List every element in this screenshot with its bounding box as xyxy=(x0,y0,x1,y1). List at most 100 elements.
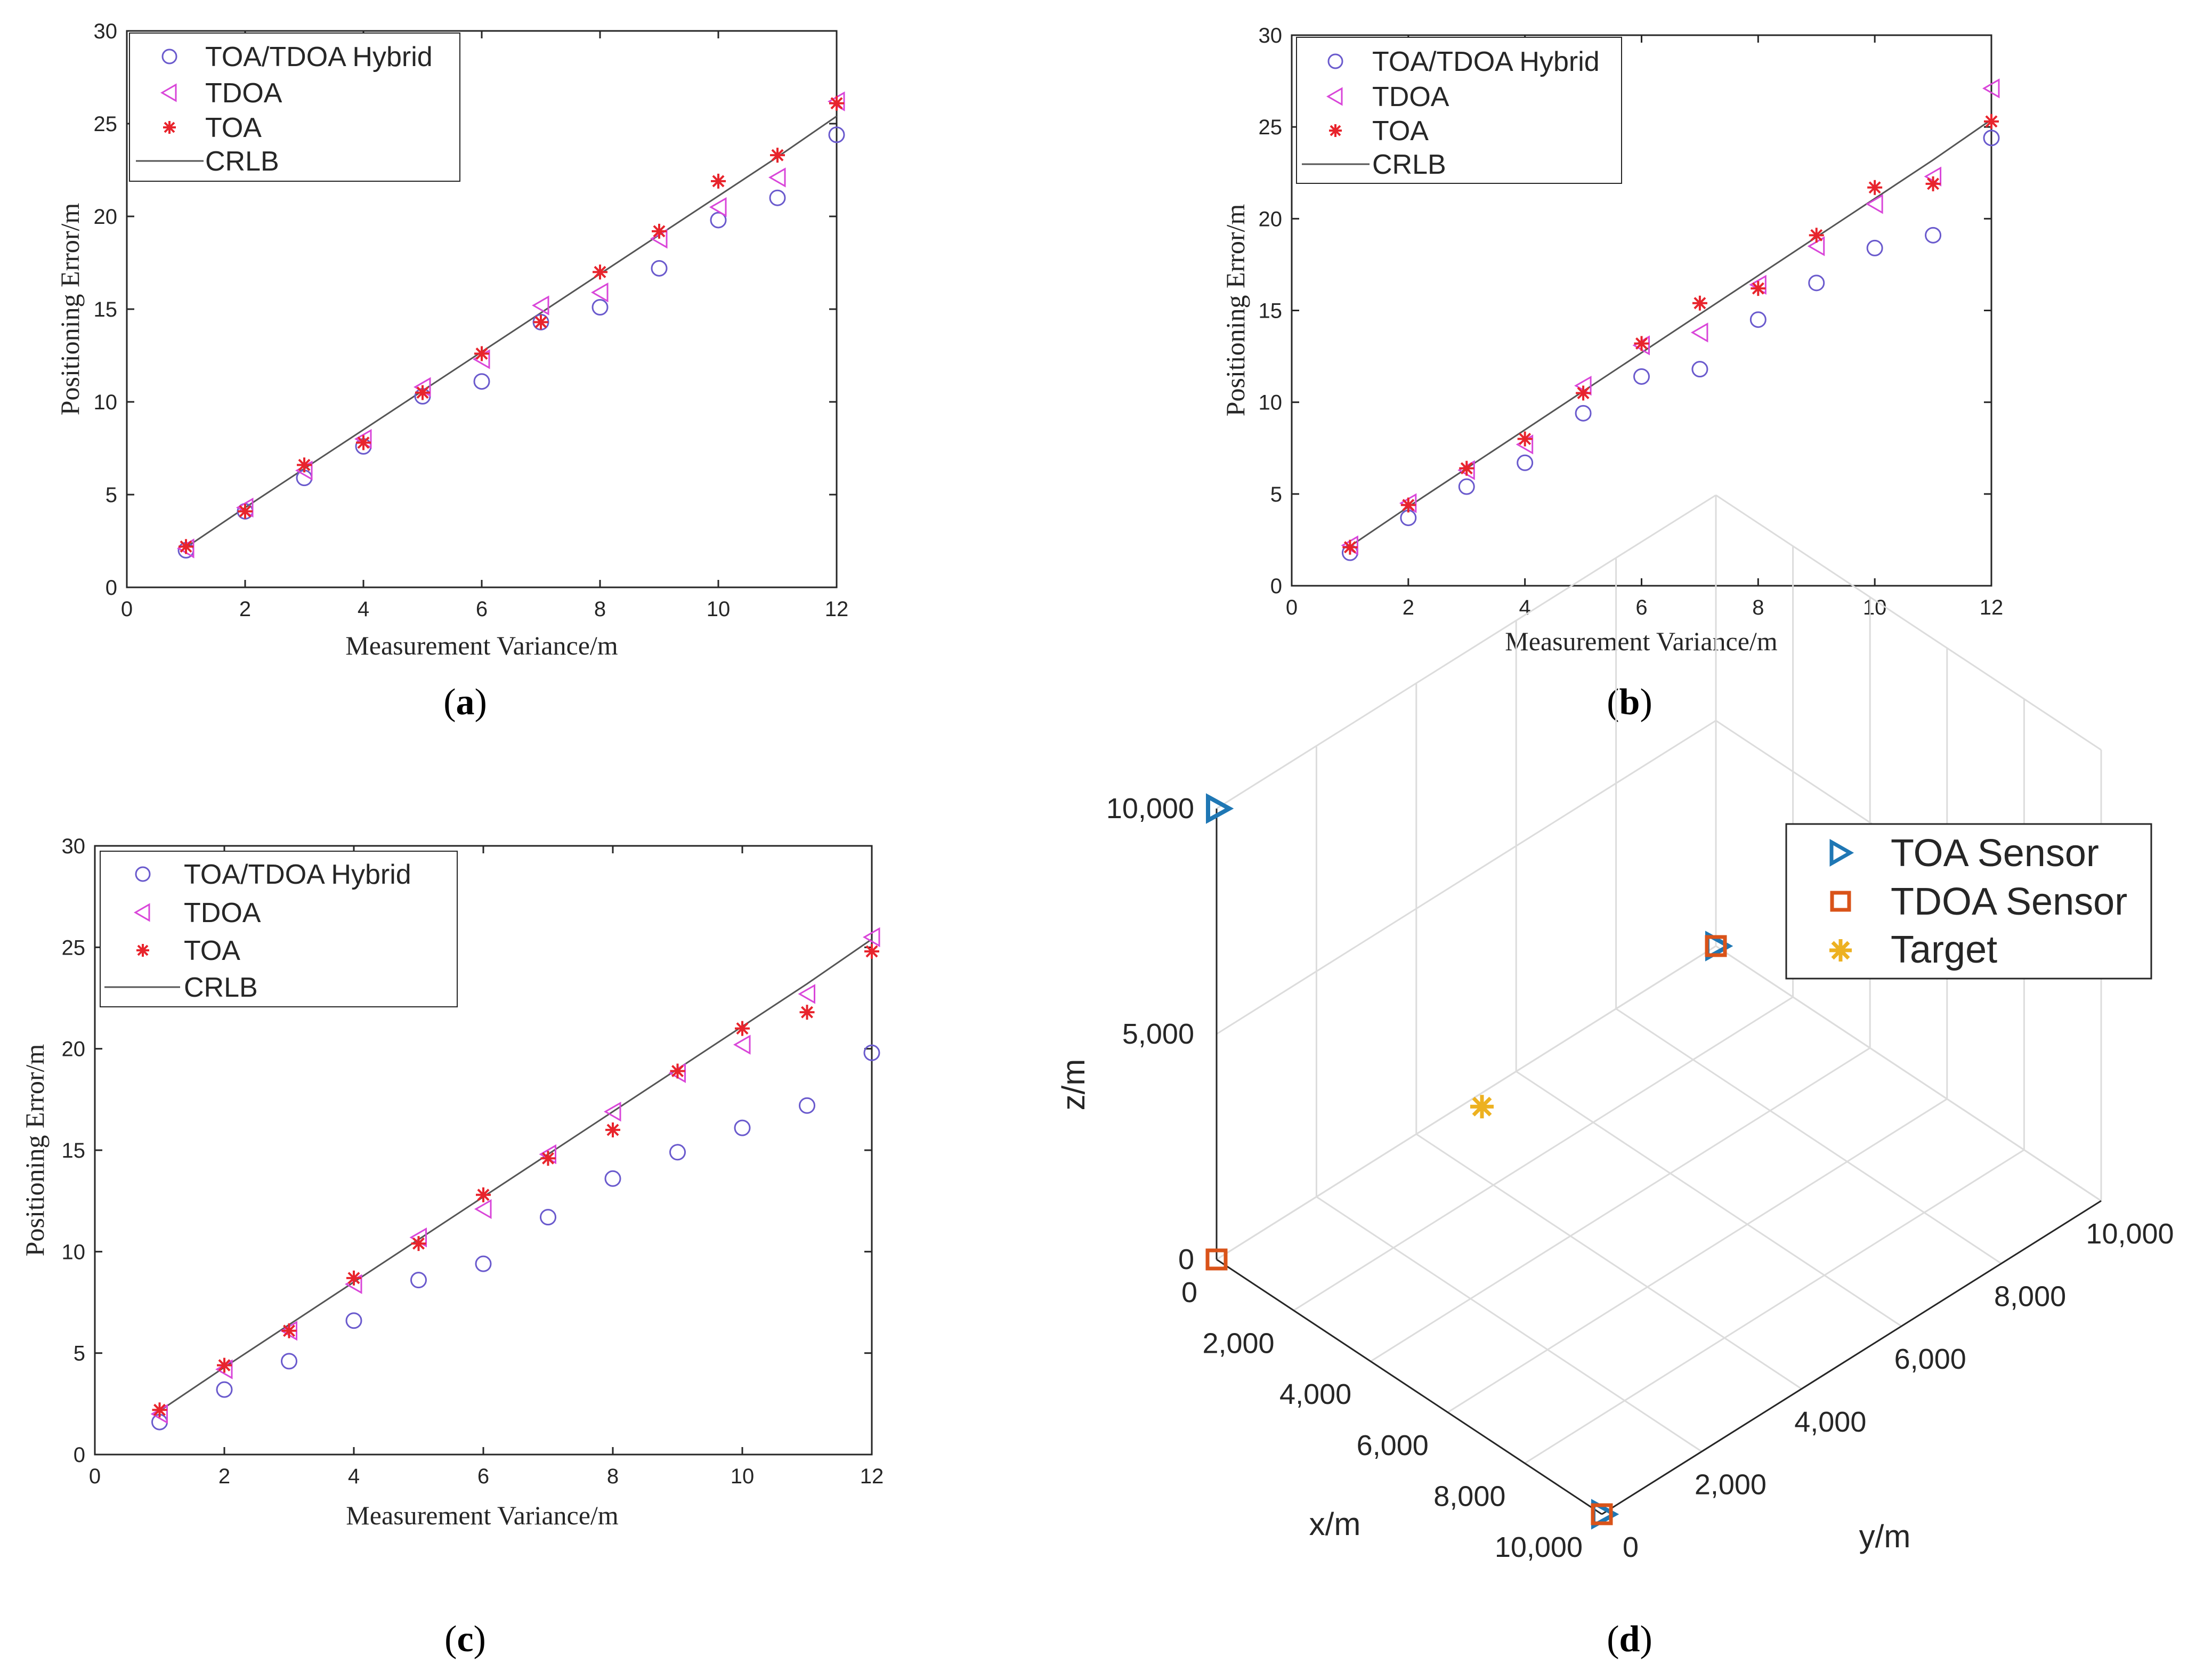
x-tick-label: 2 xyxy=(218,1465,230,1488)
x-tick-label: 8 xyxy=(594,597,606,621)
tdoa-point xyxy=(862,927,880,947)
legend: TOA Sensor TDOA Sensor Target xyxy=(1785,823,2152,980)
legend-item-crlb: CRLB xyxy=(1302,149,1446,180)
y-tick-label: 6,000 xyxy=(1894,1343,1966,1375)
hybrid-point xyxy=(1866,239,1883,256)
x-tick-label: 2 xyxy=(239,597,251,621)
y-tick-label: 15 xyxy=(62,1139,86,1162)
x-tick-label: 2 xyxy=(1403,596,1414,619)
crlb-line xyxy=(185,115,837,548)
legend-box xyxy=(100,851,458,1007)
x-axis-label: x/m xyxy=(1309,1506,1361,1542)
x-tick-label: 4,000 xyxy=(1279,1378,1351,1410)
legend-label: TDOA Sensor xyxy=(1891,881,2127,923)
toa-point xyxy=(1751,281,1766,296)
toa-point xyxy=(297,457,312,473)
wall-grid-line xyxy=(1216,494,1716,810)
y-tick-label: 25 xyxy=(1259,116,1283,139)
marks xyxy=(150,927,880,1431)
tdoa-sensor-point xyxy=(1205,1248,1228,1271)
y-tick-label: 5 xyxy=(106,483,117,507)
tdoa-point xyxy=(590,282,609,303)
hybrid-point xyxy=(1925,227,1942,244)
x-tick-label: 6 xyxy=(1635,596,1647,619)
tdoa-sensor-point xyxy=(1591,1503,1613,1525)
hybrid-point xyxy=(540,1209,556,1226)
hybrid-point xyxy=(604,1170,621,1187)
x-tick-label: 0 xyxy=(121,597,133,621)
legend-marker-circle xyxy=(135,866,151,882)
hybrid-point xyxy=(473,373,490,390)
y-tick-label: 0 xyxy=(1623,1531,1639,1563)
toa-point xyxy=(799,1005,815,1020)
y-tick-label: 25 xyxy=(94,112,118,136)
legend-marker-triangle xyxy=(1829,838,1854,867)
hybrid-point xyxy=(1633,368,1650,385)
marks-3d xyxy=(1205,793,1733,1530)
legend-label: TOA xyxy=(184,935,240,966)
toa-point xyxy=(864,943,879,959)
caption-b: (b) xyxy=(1607,682,1652,723)
floor-grid-line xyxy=(1316,1196,1703,1452)
legend-label: Target xyxy=(1891,928,1997,971)
toa-point xyxy=(411,1236,426,1251)
toa-point xyxy=(356,435,371,450)
hybrid-point xyxy=(1458,478,1475,495)
y-tick-label: 20 xyxy=(1259,207,1283,231)
hybrid-point xyxy=(1691,361,1708,378)
toa-point xyxy=(652,223,667,239)
toa-point xyxy=(1925,176,1941,191)
legend-label: TOA Sensor xyxy=(1891,832,2099,875)
hybrid-point xyxy=(345,1312,362,1329)
tdoa-point xyxy=(1982,78,2000,99)
legend-label: TOA/TDOA Hybrid xyxy=(205,42,433,72)
marks xyxy=(176,91,845,559)
toa-point xyxy=(533,314,548,330)
target-point xyxy=(1470,1095,1494,1119)
hybrid-point xyxy=(1808,274,1825,292)
legend-marker-triangle xyxy=(133,903,150,922)
x-tick-label: 10 xyxy=(731,1465,755,1488)
y-tick-label: 30 xyxy=(62,835,86,858)
hybrid-point xyxy=(769,189,786,206)
legend-item-hybrid: TOA/TDOA Hybrid xyxy=(1327,46,1600,77)
z-tick-label: 5,000 xyxy=(1122,1018,1194,1050)
x-tick-label: 8 xyxy=(1752,596,1764,619)
panel-a: 0 2 4 6 8 10 12 0 5 10 15 20 25 30 Measurement Varian… xyxy=(55,20,848,723)
y-axis-line xyxy=(1601,1200,2102,1515)
hybrid-point xyxy=(1983,130,2000,147)
toa-point xyxy=(1692,295,1707,311)
legend: TOA/TDOA Hybrid TDOA TOA CRLB xyxy=(100,851,458,1007)
toa-point xyxy=(540,1151,556,1166)
legend-marker-circle xyxy=(1327,53,1343,69)
y-axis-label: Positioning Error/m xyxy=(1220,204,1250,417)
y-tick-label: 10,000 xyxy=(2086,1218,2174,1250)
legend-item-tdoa: TDOA xyxy=(160,78,282,109)
hybrid-point xyxy=(216,1381,233,1398)
y-tick-label: 15 xyxy=(94,298,118,321)
legend-marker-triangle xyxy=(1326,87,1343,106)
y-tick-label: 15 xyxy=(1259,300,1283,323)
x-tick-label: 0 xyxy=(1181,1277,1197,1308)
x-tick-label: 6 xyxy=(476,597,488,621)
toa-point xyxy=(179,539,193,554)
x-axis-label: Measurement Variance/m xyxy=(345,631,618,660)
hybrid-point xyxy=(1749,311,1767,328)
toa-point xyxy=(1634,336,1649,351)
hybrid-point xyxy=(410,1272,427,1289)
toa-point xyxy=(1809,228,1824,243)
legend-marker-square xyxy=(1830,891,1851,912)
x-tick-label: 12 xyxy=(860,1465,884,1488)
hybrid-point xyxy=(863,1044,880,1061)
x-tick-label: 0 xyxy=(1286,596,1298,619)
tdoa-point xyxy=(709,197,727,217)
toa-point xyxy=(735,1021,750,1036)
x-axis-label: Measurement Variance/m xyxy=(1505,626,1777,656)
x-tick-label: 12 xyxy=(1980,596,2004,619)
tdoa-point xyxy=(474,1199,492,1219)
legend-label: TOA xyxy=(1372,116,1429,147)
